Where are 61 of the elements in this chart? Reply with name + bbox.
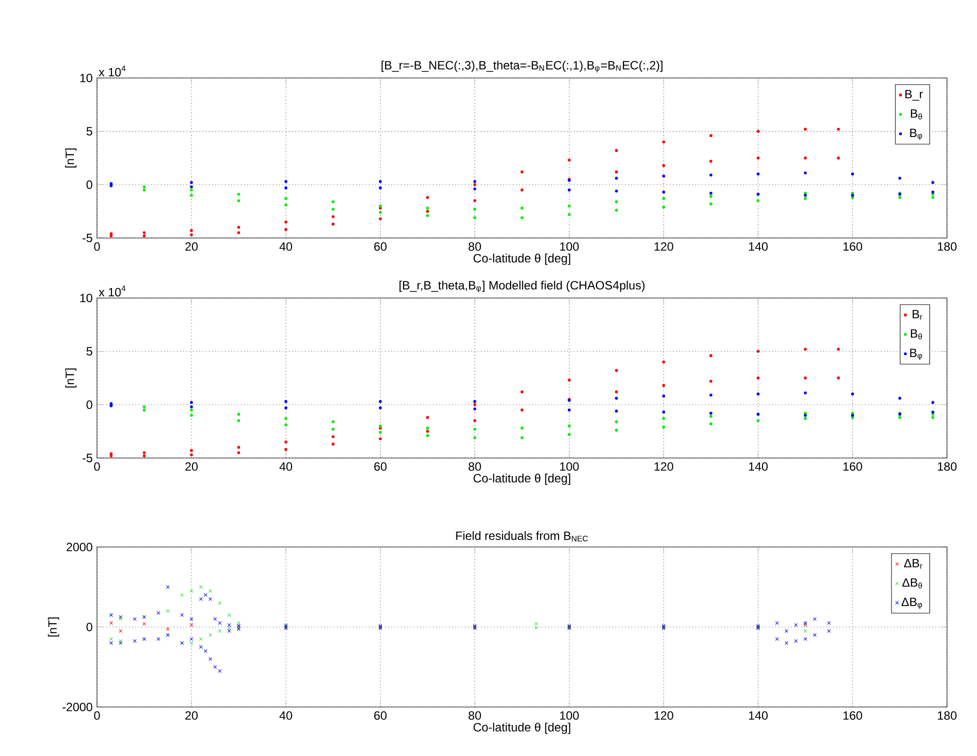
x-tick-label: 160 <box>843 242 862 251</box>
x-tick-label: 60 <box>374 462 387 471</box>
y-tick-label: -5 <box>82 234 92 242</box>
x-tick-label: 40 <box>279 242 292 251</box>
y-tick-label: 2000 <box>66 542 92 552</box>
x-tick-label: 160 <box>843 711 862 720</box>
legend-label: ΔB$_{θ}$ <box>902 578 922 588</box>
x-tick-label: 140 <box>749 462 768 471</box>
legend-label: ΔB$_{φ}$ <box>902 598 922 610</box>
y-axis-title: [nT] <box>48 618 60 636</box>
x-axis-title: Co-latitude θ [deg] <box>474 254 570 265</box>
x-tick-label: 180 <box>938 462 957 471</box>
y-tick-label: 10 <box>80 74 92 82</box>
legend-label: ΔB$_{r}$ <box>904 558 922 569</box>
text: x 10$^{4}$ <box>98 66 126 76</box>
text: x 10$^{4}$ <box>98 286 126 296</box>
x-tick-label: 60 <box>374 711 387 720</box>
x-tick-label: 180 <box>938 711 957 720</box>
legend-label: B$_{θ}$ <box>910 329 922 340</box>
y-tick-label: -5 <box>82 454 92 462</box>
y-tick-label: 10 <box>80 294 92 302</box>
y-tick-label: 0 <box>86 400 92 409</box>
legend-label: B$_{φ}$ <box>910 348 922 360</box>
x-axis-title: Co-latitude θ [deg] <box>474 722 570 734</box>
legend-label: B$_{r}$ <box>912 310 922 320</box>
x-tick-label: 140 <box>749 711 768 720</box>
legend-label: B$_{θ}$ <box>910 109 922 120</box>
x-tick-label: 100 <box>560 242 579 251</box>
x-tick-label: 100 <box>560 711 579 720</box>
x-tick-label: 120 <box>654 242 674 251</box>
x-tick-label: 80 <box>468 242 481 251</box>
x-tick-label: 20 <box>185 242 198 251</box>
y-axis-title: [nT] <box>65 148 76 168</box>
x-tick-label: 20 <box>185 462 198 471</box>
x-tick-label: 40 <box>279 711 292 720</box>
x-tick-label: 20 <box>185 711 198 720</box>
x-tick-label: 180 <box>938 242 957 251</box>
chart-title: Field residuals from B$_{NEC}$ <box>456 531 588 542</box>
legend-label: B_r <box>905 90 923 101</box>
y-tick-label: 0 <box>86 180 92 189</box>
chart-title: [B_r=-B_NEC(:,3),B_theta=-B$_{N}$EC(:,1),B$_{φ}$=B$_{N}$EC(:,2)] <box>382 60 662 72</box>
chart-title: [B_r,B_theta,B$_{φ}$] Modelled field (CHAOS4plus) <box>400 280 645 292</box>
x-tick-label: 60 <box>374 242 387 251</box>
x-tick-label: 0 <box>94 711 100 720</box>
x-tick-label: 140 <box>749 242 768 251</box>
y-tick-label: 5 <box>86 127 92 136</box>
legend-label: B$_{φ}$ <box>910 128 922 140</box>
x-tick-label: 0 <box>94 242 100 251</box>
x-tick-label: 80 <box>468 462 481 471</box>
x-tick-label: 120 <box>654 462 674 471</box>
y-axis-title: [nT] <box>65 368 76 388</box>
x-axis-title: Co-latitude θ [deg] <box>474 474 570 485</box>
x-tick-label: 40 <box>279 462 292 471</box>
x-tick-label: 100 <box>560 462 579 471</box>
x-tick-label: 80 <box>468 711 481 720</box>
x-tick-label: 160 <box>843 462 862 471</box>
y-tick-label: -2000 <box>62 702 92 712</box>
x-tick-label: 0 <box>94 462 100 471</box>
y-tick-label: 0 <box>86 622 92 632</box>
y-tick-label: 5 <box>86 347 92 356</box>
x-tick-label: 120 <box>654 711 674 720</box>
